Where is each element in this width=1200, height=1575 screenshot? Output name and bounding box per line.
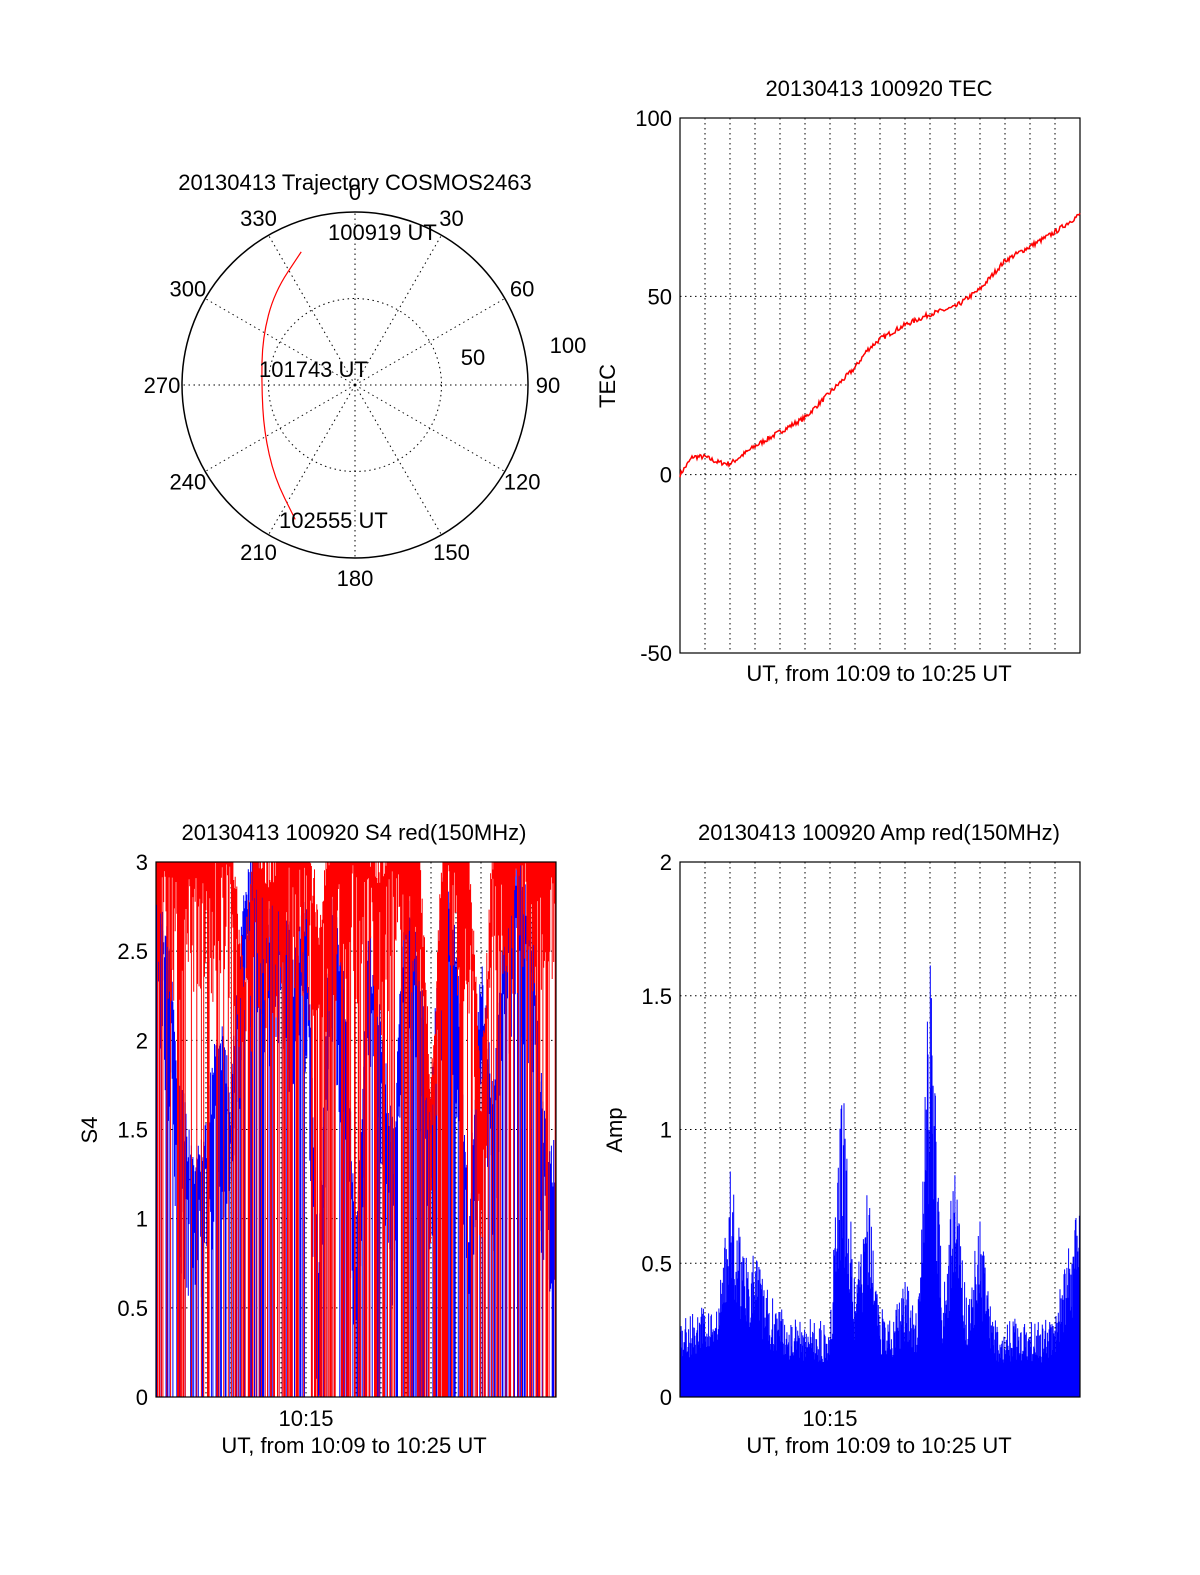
s4-x-tick-label: 10:15 bbox=[278, 1406, 333, 1431]
tec-y-tick-label: -50 bbox=[640, 641, 672, 666]
polar-angle-label: 210 bbox=[240, 540, 277, 565]
s4-y-tick-label: 0.5 bbox=[117, 1296, 148, 1321]
trajectory-start-label: 100919 UT bbox=[328, 220, 437, 245]
s4-title: 20130413 100920 S4 red(150MHz) bbox=[182, 820, 527, 845]
polar-spoke bbox=[354, 384, 442, 536]
s4-panel: 20130413 100920 S4 red(150MHz) 0 0.5 1 1.5 2… bbox=[77, 820, 557, 1458]
amp-title: 20130413 100920 Amp red(150MHz) bbox=[698, 820, 1060, 845]
s4-y-tick-label: 2 bbox=[136, 1028, 148, 1053]
s4-y-tick-label: 0 bbox=[136, 1385, 148, 1410]
polar-angle-label: 150 bbox=[433, 540, 470, 565]
tec-y-tick-label: 0 bbox=[660, 463, 672, 488]
polar-angle-label: 60 bbox=[510, 277, 534, 302]
tec-y-axis-label: TEC bbox=[595, 364, 620, 408]
amp-blue-series bbox=[679, 965, 1081, 1397]
tec-panel: 20130413 100920 TEC -50 0 50 100 TEC UT, fr… bbox=[595, 76, 1081, 686]
trajectory-end-label: 102555 UT bbox=[279, 508, 388, 533]
amp-x-tick-label: 10:15 bbox=[802, 1406, 857, 1431]
amp-blue-trace bbox=[679, 965, 1081, 1397]
tec-title: 20130413 100920 TEC bbox=[765, 76, 992, 101]
tec-x-axis-label: UT, from 10:09 to 10:25 UT bbox=[746, 661, 1011, 686]
polar-ring-labels: 50 100 bbox=[461, 333, 587, 370]
polar-ring-label-100: 100 bbox=[550, 333, 587, 358]
tec-y-tick-labels: -50 0 50 100 bbox=[635, 106, 672, 666]
amp-y-tick-label: 1.5 bbox=[641, 984, 672, 1009]
s4-y-tick-label: 2.5 bbox=[117, 939, 148, 964]
polar-angle-label: 0 bbox=[349, 180, 361, 205]
polar-angle-label: 90 bbox=[536, 373, 560, 398]
polar-spoke bbox=[354, 384, 506, 472]
amp-y-axis-label: Amp bbox=[602, 1107, 627, 1152]
polar-angle-label: 180 bbox=[337, 566, 374, 591]
polar-angle-label: 240 bbox=[169, 470, 206, 495]
s4-y-tick-label: 1.5 bbox=[117, 1118, 148, 1143]
polar-outer-circle bbox=[181, 211, 529, 559]
s4-y-tick-label: 3 bbox=[136, 850, 148, 875]
polar-trajectory-panel: 20130413 Trajectory COSMOS2463 0 30 60 90 12… bbox=[144, 170, 587, 591]
amp-plot-frame bbox=[679, 861, 1081, 1398]
polar-angle-labels: 0 30 60 90 120 150 180 210 240 270 300 330 bbox=[144, 180, 561, 591]
polar-angle-label: 120 bbox=[504, 470, 541, 495]
polar-angle-label: 30 bbox=[439, 206, 463, 231]
polar-title: 20130413 Trajectory COSMOS2463 bbox=[178, 170, 531, 195]
s4-y-tick-labels: 0 0.5 1 1.5 2 2.5 3 bbox=[117, 850, 148, 1410]
amp-x-axis-label: UT, from 10:09 to 10:25 UT bbox=[746, 1433, 1011, 1458]
polar-spoke bbox=[204, 298, 356, 386]
trajectory-track bbox=[261, 251, 302, 520]
amp-y-tick-label: 2 bbox=[660, 850, 672, 875]
polar-spoke bbox=[268, 384, 356, 536]
amp-y-tick-labels: 0 0.5 1 1.5 2 bbox=[641, 850, 672, 1410]
polar-angle-label: 330 bbox=[240, 206, 277, 231]
polar-ring-label-50: 50 bbox=[461, 345, 485, 370]
polar-spoke bbox=[354, 298, 506, 386]
tec-grid bbox=[680, 117, 1080, 654]
amp-y-tick-label: 1 bbox=[660, 1118, 672, 1143]
tec-plot-frame bbox=[679, 117, 1081, 654]
polar-spoke bbox=[204, 384, 356, 472]
polar-angle-label: 300 bbox=[169, 277, 206, 302]
polar-grid bbox=[181, 211, 529, 559]
amp-panel: 20130413 100920 Amp red(150MHz) 0 0.5 1 1.5… bbox=[602, 820, 1081, 1458]
amp-y-tick-label: 0 bbox=[660, 1385, 672, 1410]
polar-spoke bbox=[268, 234, 356, 386]
polar-angle-label: 270 bbox=[144, 373, 181, 398]
tec-y-tick-label: 50 bbox=[648, 284, 672, 309]
tec-series-line bbox=[679, 212, 1081, 478]
s4-plot-frame bbox=[155, 861, 557, 1398]
s4-x-axis-label: UT, from 10:09 to 10:25 UT bbox=[221, 1433, 486, 1458]
trajectory-mid-label: 101743 UT bbox=[259, 357, 368, 382]
polar-spoke bbox=[354, 234, 442, 386]
s4-y-tick-label: 1 bbox=[136, 1207, 148, 1232]
amp-y-tick-label: 0.5 bbox=[641, 1251, 672, 1276]
s4-y-axis-label: S4 bbox=[77, 1117, 102, 1144]
tec-y-tick-label: 100 bbox=[635, 106, 672, 131]
